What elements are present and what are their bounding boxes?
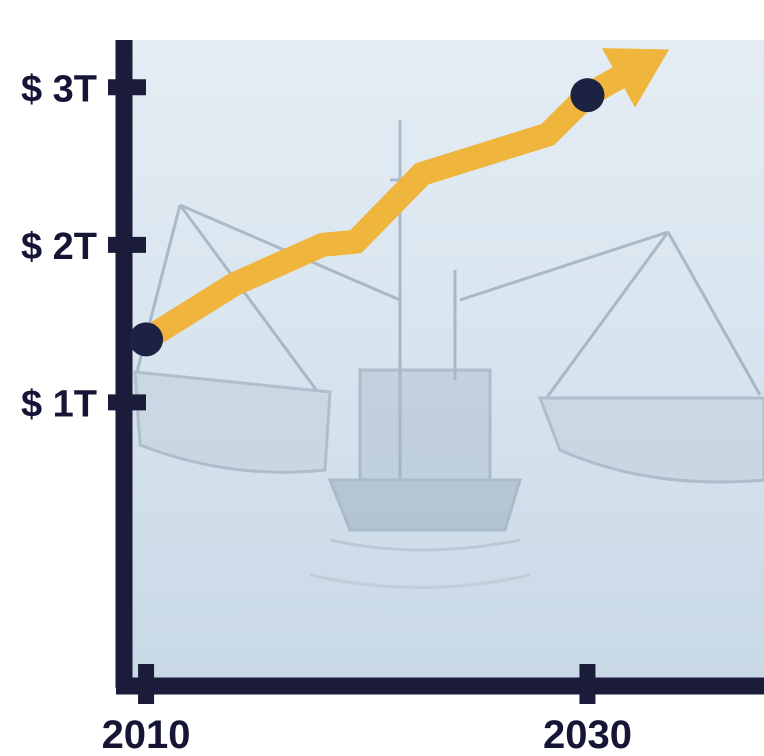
data-point-marker [570, 78, 605, 113]
background-photo [124, 40, 764, 682]
x-tick-label: 2010 [102, 713, 191, 756]
data-point-marker [129, 322, 164, 357]
endpoint-markers [129, 78, 605, 357]
x-tick-label: 2030 [543, 713, 632, 756]
x-ticks: 2010 2030 [102, 664, 632, 756]
y-tick-label: $ 2T [21, 226, 97, 268]
y-tick-label: $ 1T [21, 383, 97, 425]
sea-background [124, 40, 764, 682]
arrow-head [601, 48, 670, 108]
y-tick-label: $ 3T [21, 68, 97, 110]
axes [115, 40, 764, 695]
y-ticks: $ 1T $ 2T $ 3T [21, 68, 146, 425]
